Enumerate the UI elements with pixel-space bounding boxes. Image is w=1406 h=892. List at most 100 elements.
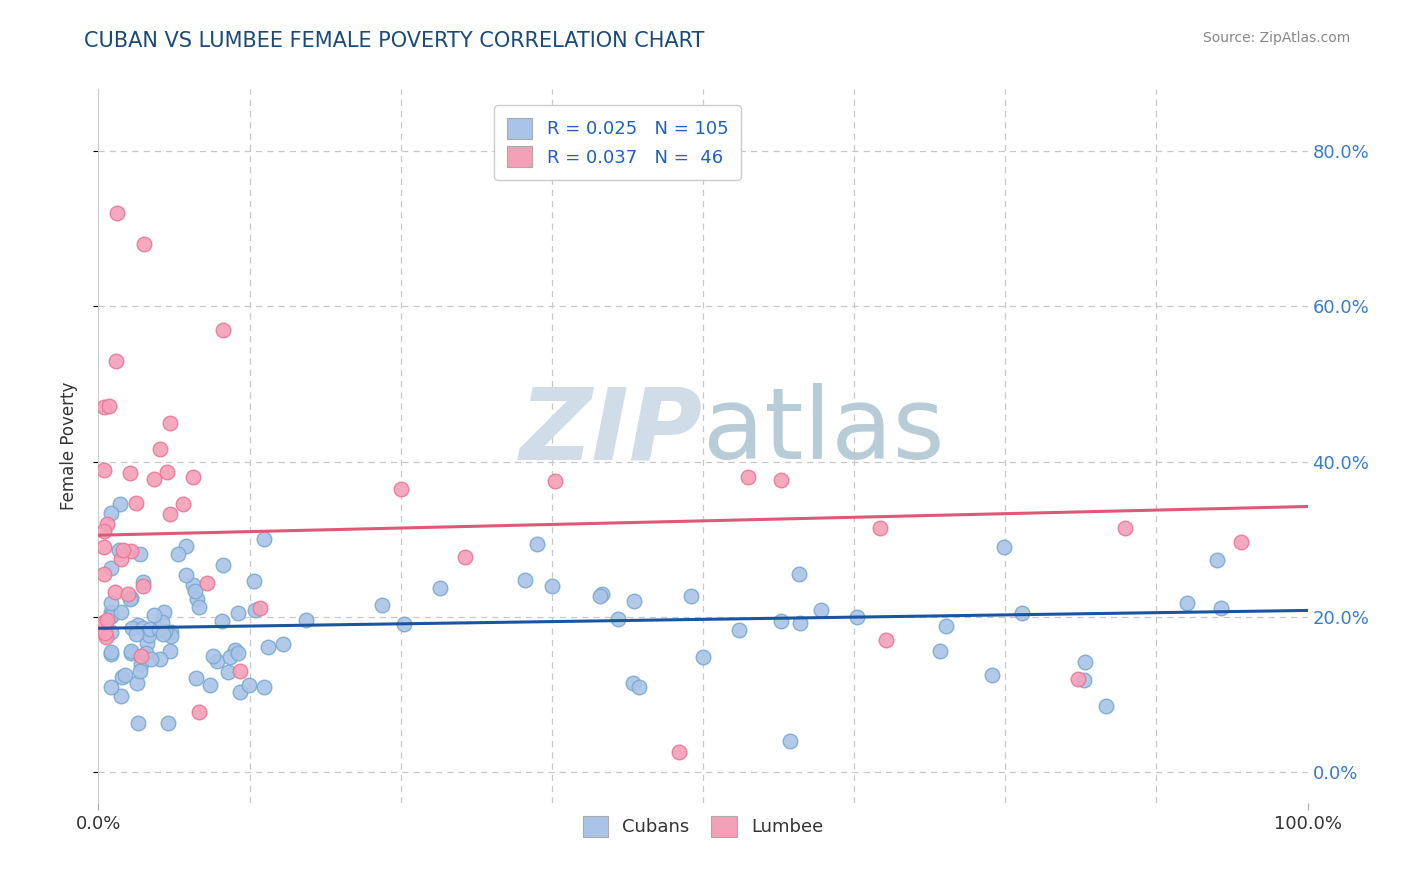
Point — [770, 615, 793, 629]
Text: Source: ZipAtlas.com: Source: ZipAtlas.com — [1202, 31, 1350, 45]
Point — [789, 616, 811, 631]
Point — [110, 497, 132, 511]
Point — [125, 627, 148, 641]
Point — [129, 657, 152, 671]
Point — [120, 643, 142, 657]
Point — [875, 632, 897, 647]
Point — [184, 671, 207, 685]
Point — [120, 591, 142, 606]
Point — [515, 573, 537, 587]
Point — [186, 592, 208, 607]
Point — [257, 640, 280, 655]
Point — [111, 670, 134, 684]
Point — [143, 608, 166, 623]
Point — [394, 617, 416, 632]
Point — [589, 589, 612, 603]
Point — [993, 540, 1015, 554]
Point — [238, 678, 260, 692]
Point — [1094, 698, 1116, 713]
Point — [93, 615, 115, 630]
Point — [668, 745, 690, 759]
Point — [229, 664, 252, 678]
Point — [271, 637, 294, 651]
Point — [779, 733, 801, 747]
Point — [100, 609, 122, 624]
Point — [100, 680, 122, 694]
Point — [935, 618, 957, 632]
Point — [243, 574, 266, 588]
Point — [93, 540, 115, 554]
Point — [253, 681, 276, 695]
Point — [149, 442, 172, 457]
Point — [205, 654, 228, 668]
Point — [243, 603, 266, 617]
Point — [100, 608, 122, 623]
Point — [117, 587, 139, 601]
Point — [110, 605, 132, 619]
Point — [105, 206, 128, 220]
Point — [1067, 672, 1090, 686]
Point — [159, 643, 181, 657]
Point — [139, 623, 162, 637]
Point — [429, 581, 451, 595]
Point — [226, 606, 249, 620]
Point — [143, 472, 166, 486]
Point — [249, 601, 271, 615]
Point — [156, 465, 179, 479]
Point — [149, 651, 172, 665]
Point — [94, 630, 117, 644]
Point — [124, 495, 146, 509]
Point — [114, 668, 136, 682]
Point — [1211, 600, 1233, 615]
Point — [129, 649, 152, 664]
Point — [1073, 655, 1095, 669]
Point — [148, 622, 170, 636]
Point — [104, 585, 127, 599]
Point — [211, 614, 233, 628]
Point — [94, 626, 117, 640]
Point — [181, 469, 204, 483]
Point — [371, 598, 394, 612]
Text: atlas: atlas — [703, 384, 945, 480]
Point — [155, 624, 177, 638]
Point — [627, 680, 650, 694]
Point — [176, 567, 198, 582]
Point — [623, 594, 645, 608]
Point — [692, 650, 714, 665]
Point — [100, 605, 122, 619]
Point — [98, 400, 121, 414]
Point — [125, 676, 148, 690]
Point — [846, 610, 869, 624]
Point — [1175, 596, 1198, 610]
Point — [100, 561, 122, 575]
Point — [100, 645, 122, 659]
Point — [1206, 552, 1229, 566]
Point — [105, 353, 128, 368]
Point — [229, 684, 252, 698]
Point — [454, 550, 477, 565]
Point — [138, 628, 160, 642]
Point — [96, 516, 118, 531]
Point — [132, 574, 155, 589]
Point — [132, 237, 155, 252]
Point — [152, 626, 174, 640]
Point — [172, 497, 194, 511]
Point — [389, 482, 412, 496]
Point — [110, 689, 132, 703]
Point — [226, 646, 249, 660]
Point — [157, 716, 180, 731]
Point — [769, 473, 792, 487]
Point — [1114, 520, 1136, 534]
Point — [679, 590, 702, 604]
Point — [810, 603, 832, 617]
Point — [121, 622, 143, 636]
Point — [96, 613, 118, 627]
Text: ZIP: ZIP — [520, 384, 703, 480]
Point — [219, 649, 242, 664]
Point — [174, 539, 197, 553]
Point — [737, 470, 759, 484]
Text: CUBAN VS LUMBEE FEMALE POVERTY CORRELATION CHART: CUBAN VS LUMBEE FEMALE POVERTY CORRELATI… — [84, 31, 704, 51]
Point — [159, 507, 181, 521]
Point — [150, 615, 173, 629]
Point — [591, 586, 613, 600]
